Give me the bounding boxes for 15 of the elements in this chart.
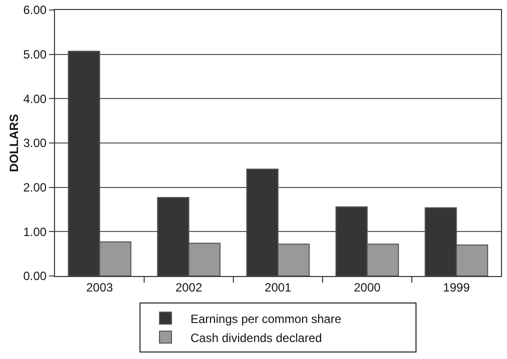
y-tick-label: 0.00 bbox=[23, 269, 47, 284]
y-tick-label: 4.00 bbox=[23, 92, 47, 106]
legend-label: Cash dividends declared bbox=[190, 330, 322, 345]
y-tick-label: 3.00 bbox=[23, 136, 47, 150]
y-tick-label: 1.00 bbox=[23, 224, 47, 239]
y-tick-label: 6.00 bbox=[23, 3, 47, 18]
legend-label: Earnings per common share bbox=[190, 312, 342, 326]
x-tick-label: 2000 bbox=[354, 280, 381, 294]
y-tick-label: 5.00 bbox=[23, 48, 47, 62]
x-tick-label: 2002 bbox=[175, 280, 202, 294]
y-tick-label: 2.00 bbox=[23, 180, 47, 195]
x-tick-label: 2003 bbox=[86, 280, 114, 294]
x-tick-label: 1999 bbox=[443, 280, 470, 294]
x-tick-label: 2001 bbox=[264, 280, 292, 294]
y-axis-title: DOLLARS bbox=[7, 114, 22, 172]
